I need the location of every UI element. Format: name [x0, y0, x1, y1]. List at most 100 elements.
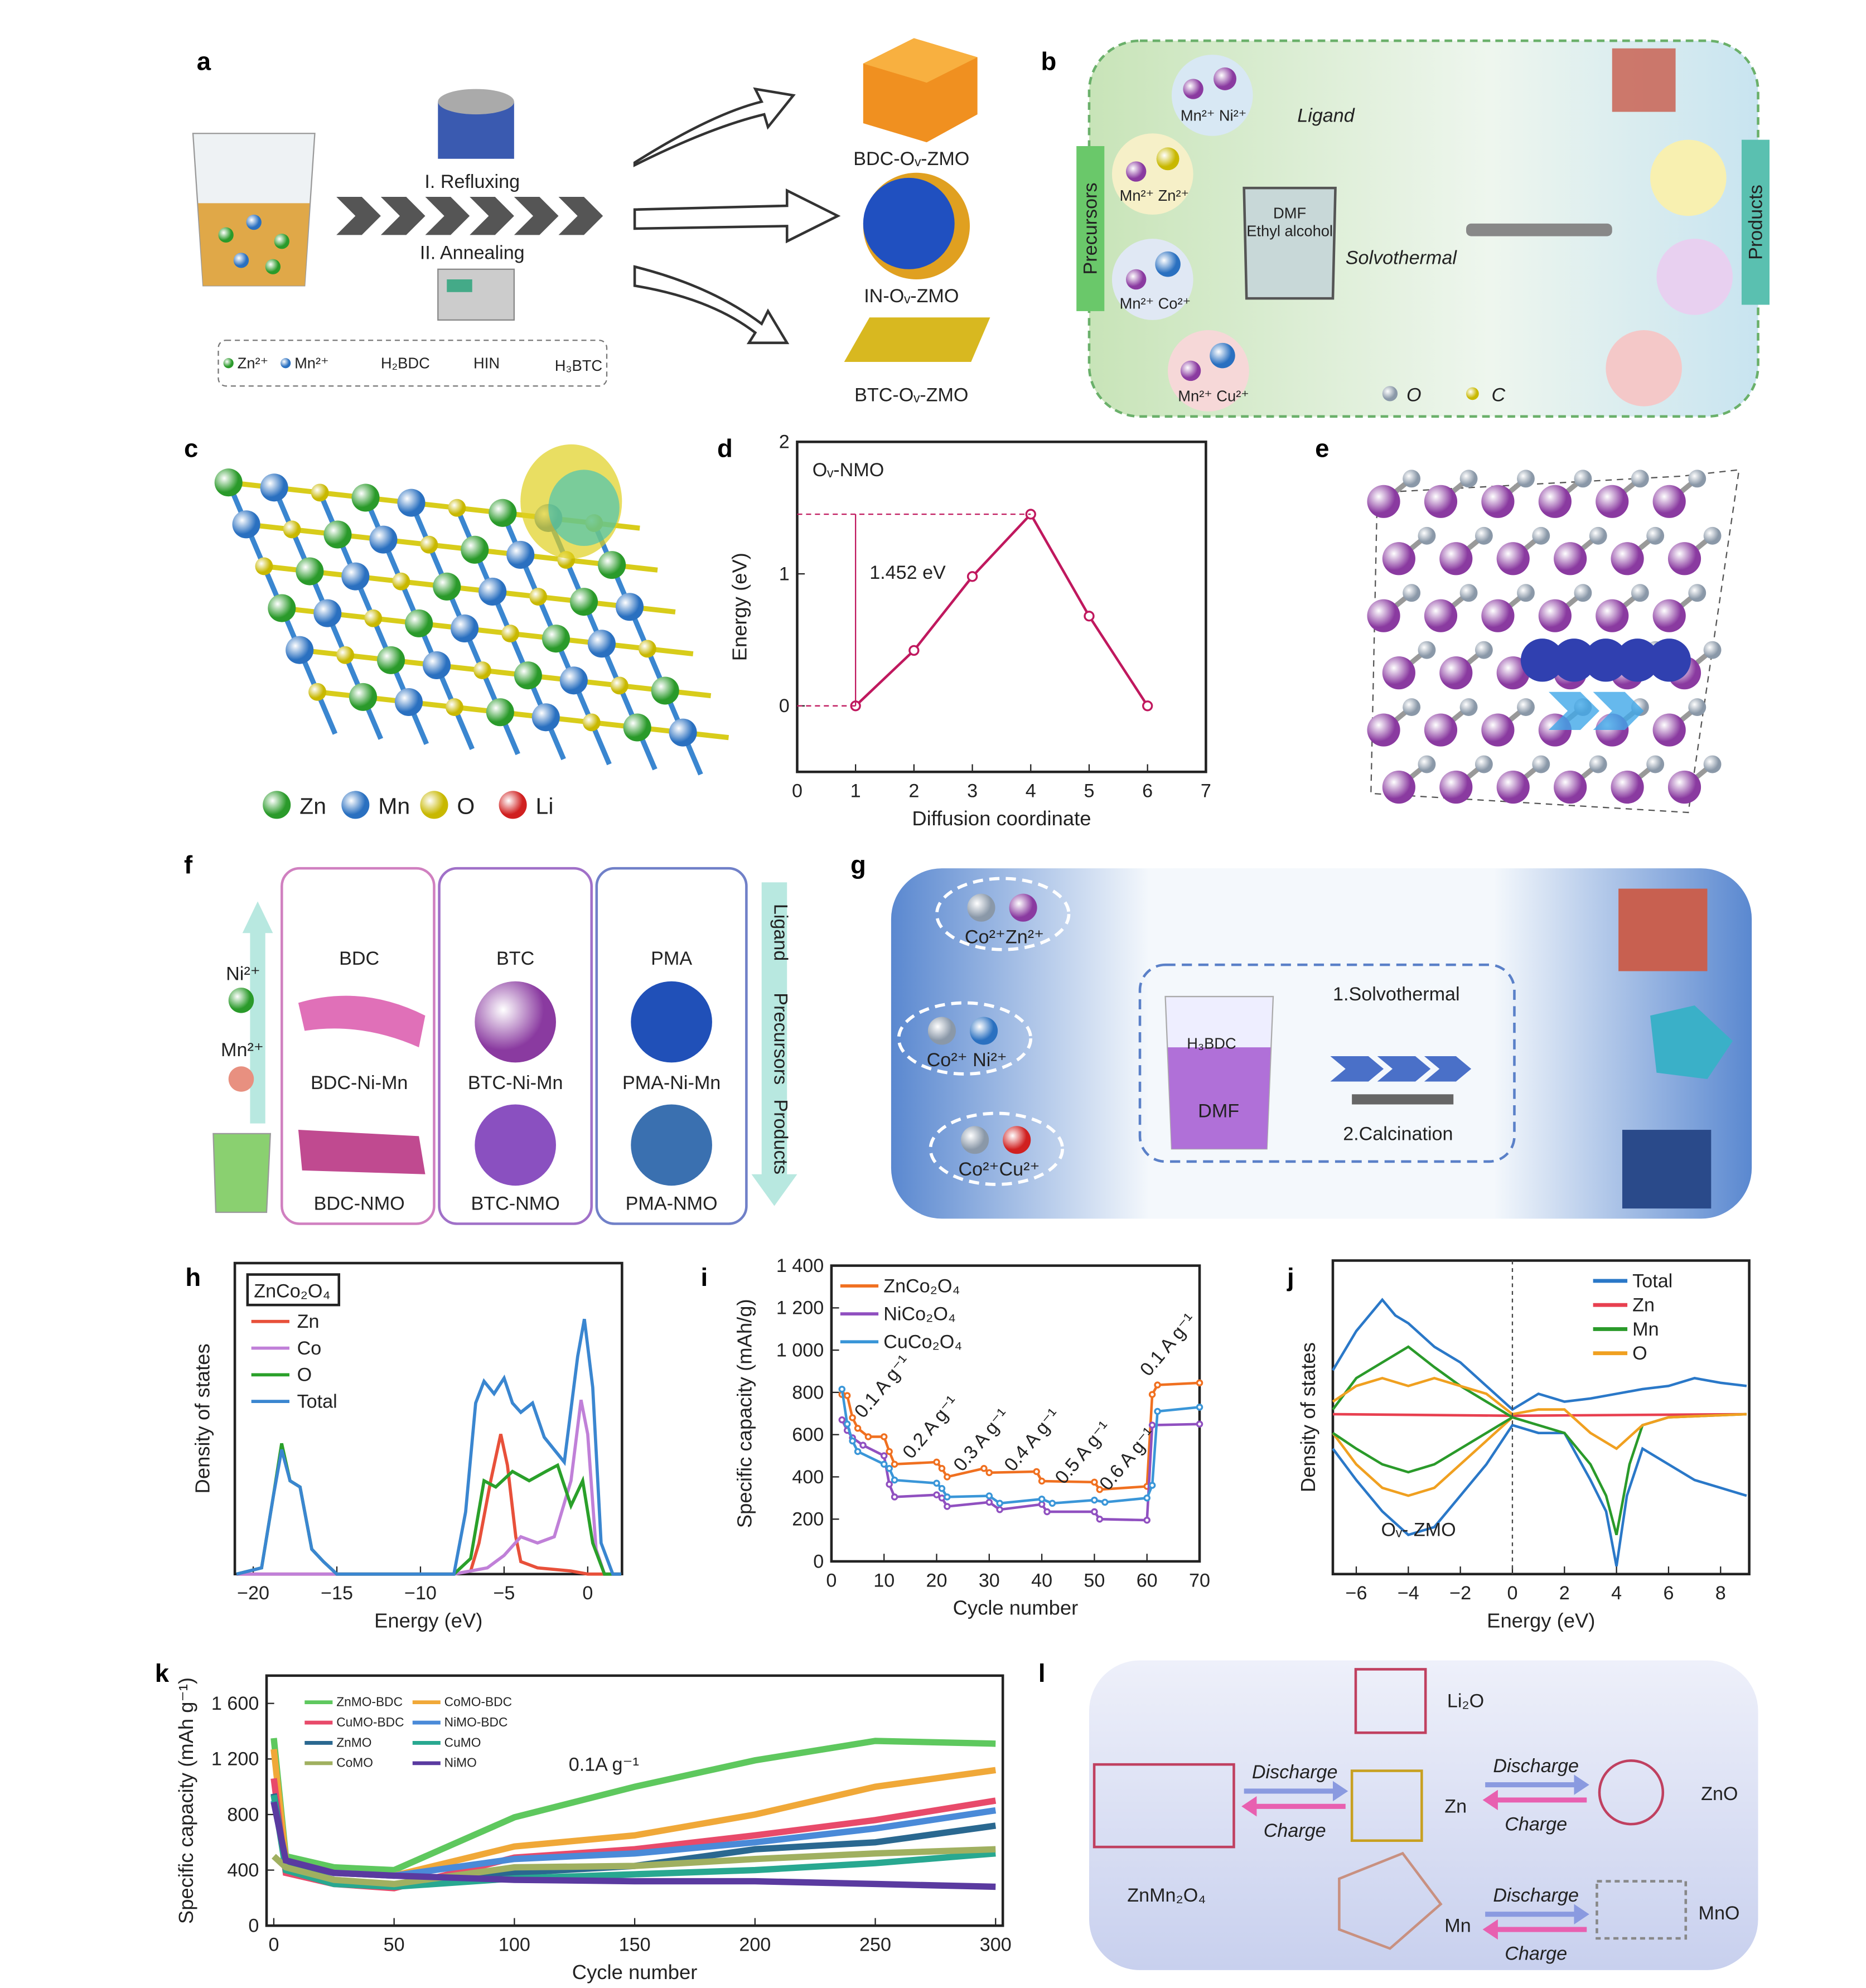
data-point [891, 1460, 898, 1468]
x-tick-label: 20 [926, 1570, 947, 1591]
y-tick-label: 800 [227, 1804, 259, 1825]
data-point [859, 1442, 867, 1449]
x-tick-label: 50 [1084, 1570, 1105, 1591]
y-tick-label: 800 [792, 1382, 824, 1403]
barrier-annotation: 1.452 eV [869, 562, 946, 583]
x-tick-label: 8 [1715, 1583, 1726, 1604]
x-axis-label: Energy (eV) [374, 1609, 482, 1632]
up-arrow-icon [242, 901, 273, 1124]
data-point [1084, 611, 1095, 622]
legend-item: NiCo₂O₄ [883, 1303, 956, 1324]
panel-label: k [155, 1659, 170, 1687]
ion-co-ni: Co²⁺ Ni²⁺ [927, 1049, 1007, 1071]
data-point [886, 1465, 893, 1472]
porous-sheet-icon [298, 1130, 426, 1174]
data-point [1033, 1468, 1040, 1476]
rate-label: 0.1 A g⁻¹ [850, 1351, 915, 1422]
x-tick-label: 4 [1611, 1583, 1622, 1604]
panel-label: c [184, 434, 198, 463]
data-point [985, 1492, 993, 1500]
stirrer-icon [438, 89, 514, 159]
series-line-CuCo₂O₄ [840, 1389, 1200, 1505]
discharge-label: Discharge [1493, 1755, 1579, 1777]
species-li2o: Li₂O [1447, 1691, 1484, 1712]
y-tick-label: 1 600 [211, 1693, 259, 1714]
x-tick-label: 70 [1189, 1570, 1210, 1591]
x-tick-label: 0 [1507, 1583, 1517, 1604]
chevron-arrows-icon [336, 197, 603, 235]
data-point [891, 1476, 898, 1484]
x-tick-label: −4 [1398, 1583, 1419, 1604]
series-line-CoMO [272, 1846, 996, 1888]
data-point [1101, 1498, 1109, 1506]
legend-o: O [297, 1365, 312, 1386]
data-point [1143, 1494, 1150, 1502]
data-point [1148, 1391, 1156, 1398]
data-point [843, 1392, 851, 1399]
beaker-dmf: DMF [1198, 1100, 1239, 1121]
data-point [1096, 1486, 1104, 1493]
plot-frame [1331, 1259, 1751, 1575]
data-point [891, 1493, 898, 1501]
legend-swatch-o [420, 791, 448, 819]
legend-item: ZnMO-BDC [336, 1694, 403, 1709]
rate-label: 0.1 A g⁻¹ [1136, 1309, 1200, 1380]
data-point [1043, 1508, 1051, 1516]
series-line-ZnMO-BDC [270, 1738, 996, 1874]
btc-ni-mn: BTC-Ni-Mn [468, 1072, 563, 1094]
y-tick-label: 400 [792, 1467, 824, 1488]
data-point [1038, 1501, 1046, 1508]
step-solvothermal: 1.Solvothermal [1333, 984, 1460, 1005]
x-tick-label: 40 [1031, 1570, 1052, 1591]
y-axis-label: Density of states [1297, 1342, 1319, 1492]
data-point [985, 1498, 993, 1506]
tube-furnace-icon [1352, 1094, 1454, 1105]
x-axis-label: Cycle number [953, 1597, 1079, 1619]
solvothermal-label: Solvothermal [1346, 248, 1458, 269]
y-tick-label: 600 [792, 1424, 824, 1445]
data-point [938, 1485, 946, 1492]
legend-item: Total [1632, 1270, 1672, 1292]
product-sheet-icon [844, 317, 990, 362]
panel-label: d [717, 434, 733, 463]
element-legend: Zn Mn O Li [263, 791, 553, 819]
down-arrow-icon [751, 882, 797, 1206]
panel-e: e [1315, 434, 1740, 814]
rate-label: 0.1A g⁻¹ [569, 1754, 639, 1776]
chart-j: −6 −4 −2 0 2 4 6 8 Energy (eV) Density of states T… [1297, 1259, 1751, 1632]
x-tick-label: 150 [619, 1934, 651, 1956]
x-tick-label: 2 [908, 781, 919, 802]
products-label: Products [1745, 185, 1766, 260]
ion-mn-cu: Mn²⁺ Cu²⁺ [1178, 388, 1249, 405]
ligand-pma: PMA [651, 948, 692, 969]
panel-label: g [850, 850, 866, 879]
chevron-arrows-icon [1330, 1056, 1472, 1082]
chart-title: ZnCo₂O₄ [254, 1281, 330, 1302]
legend-li: Li [536, 793, 554, 819]
ligand-bdc: BDC [339, 948, 379, 969]
beaker-icon [192, 133, 316, 287]
species-zno: ZnO [1701, 1783, 1738, 1805]
panel-g: g Co²⁺Zn²⁺ Co²⁺ Ni²⁺ Co²⁺Cu²⁺ H₃BDC DMF … [850, 850, 1752, 1219]
plot-frame [233, 1261, 623, 1575]
legend-swatch-li [499, 791, 527, 819]
y-axis-label: Energy (eV) [728, 553, 751, 661]
charge-label: Charge [1505, 1943, 1567, 1965]
btc-nmo: BTC-NMO [471, 1193, 560, 1214]
legend-swatch-mn [341, 791, 370, 819]
chart-i: 0 10 20 30 40 50 60 70 0 200 400 600 800 1 000 1 200 1 … [733, 1255, 1210, 1619]
x-tick-label: −10 [404, 1583, 437, 1604]
sample-label: Oᵥ- ZMO [1381, 1519, 1456, 1540]
series-line-NiMO [270, 1801, 996, 1890]
data-point [966, 571, 978, 582]
x-tick-label: 2 [1559, 1583, 1570, 1604]
crystal-cell-illustration [1367, 469, 1740, 814]
structure-icons [1092, 1668, 1688, 1950]
ion-mn: Mn²⁺ [221, 1039, 264, 1061]
furnace-icon [437, 268, 515, 321]
charge-label: Charge [1264, 1820, 1326, 1841]
legend-c: C [1492, 385, 1506, 406]
y-tick-label: 1 200 [211, 1749, 259, 1770]
data-point [1091, 1478, 1098, 1486]
pma-ni-mn: PMA-Ni-Mn [622, 1072, 721, 1094]
